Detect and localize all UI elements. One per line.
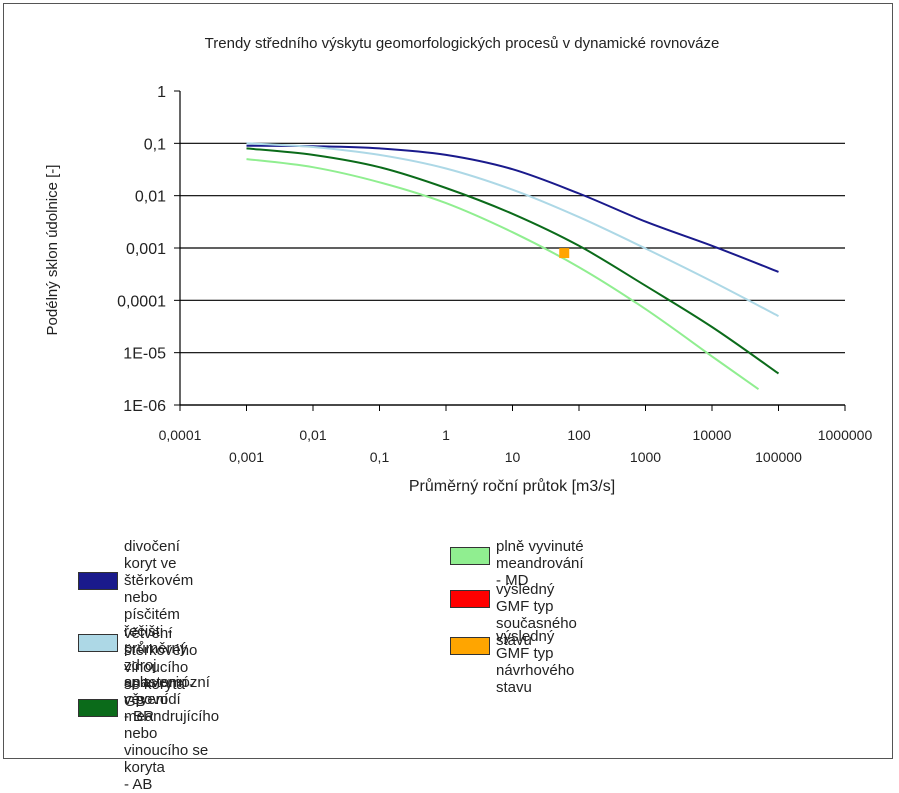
- legend-swatch: [450, 590, 490, 608]
- legend-swatch: [78, 634, 118, 652]
- legend-label: větvení štěrkového vinoucího se koryta -…: [124, 625, 198, 710]
- x-tick-label: 100000: [755, 449, 802, 465]
- x-tick-label: 10: [505, 449, 521, 465]
- legend-label: výsledný GMF typ současného stavu: [496, 581, 577, 649]
- legend-swatch: [450, 547, 490, 565]
- y-tick-label: 0,001: [126, 241, 166, 258]
- legend-label: plně vyvinuté meandrování - MD: [496, 538, 584, 589]
- series-line-2: [246, 147, 780, 375]
- x-tick-label: 0,01: [299, 427, 326, 443]
- chart-title: Trendy středního výskytu geomorfologický…: [205, 35, 720, 52]
- x-tick-label: 0,001: [229, 449, 264, 465]
- y-axis-label: Podélný sklon údolnice [-]: [44, 165, 61, 336]
- y-tick-label: 1: [157, 84, 166, 101]
- x-tick-label: 1000: [630, 449, 661, 465]
- legend-swatch: [78, 699, 118, 717]
- legend-label: výsledný GMF typ návrhového stavu: [496, 628, 575, 696]
- legend-label: anastomózní věvení meandrujícího nebo vi…: [124, 674, 220, 793]
- y-tick-label: 0,01: [135, 189, 166, 206]
- x-tick-label: 1000000: [818, 427, 873, 443]
- x-axis-label: Průměrný roční průtok [m3/s]: [409, 477, 615, 495]
- series-line-3: [246, 158, 760, 391]
- legend-label: divočení koryt ve štěrkovém nebo písčité…: [124, 538, 194, 725]
- x-tick-label: 10000: [693, 427, 732, 443]
- x-tick-label: 100: [567, 427, 591, 443]
- y-tick-label: 0,1: [144, 136, 166, 153]
- legend-swatch: [450, 637, 490, 655]
- chart-frame: [3, 3, 893, 759]
- x-tick-label: 1: [442, 427, 450, 443]
- chart: Trendy středního výskytu geomorfologický…: [44, 35, 873, 495]
- series-line-1: [246, 142, 779, 317]
- design-state-marker: [559, 248, 570, 259]
- y-tick-label: 1E-06: [123, 398, 166, 415]
- x-tick-label: 0,0001: [159, 427, 202, 443]
- y-tick-label: 0,0001: [117, 293, 166, 310]
- legend-swatch: [78, 572, 118, 590]
- x-tick-label: 0,1: [370, 449, 390, 465]
- series-line-0: [246, 144, 779, 273]
- y-tick-label: 1E-05: [123, 346, 166, 363]
